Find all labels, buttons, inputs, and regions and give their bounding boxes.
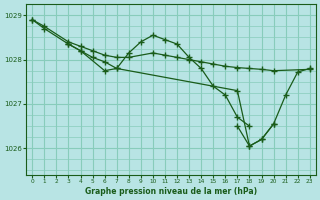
X-axis label: Graphe pression niveau de la mer (hPa): Graphe pression niveau de la mer (hPa) (85, 187, 257, 196)
